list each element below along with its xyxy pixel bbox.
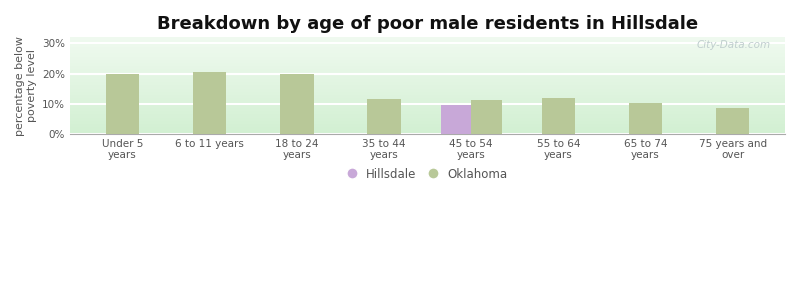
Title: Breakdown by age of poor male residents in Hillsdale: Breakdown by age of poor male residents … bbox=[157, 15, 698, 33]
Bar bbox=[193, 72, 226, 134]
Bar bbox=[280, 74, 314, 134]
Bar bbox=[367, 99, 401, 134]
Bar bbox=[629, 103, 662, 134]
Bar bbox=[716, 108, 750, 134]
Bar bbox=[367, 99, 401, 134]
Y-axis label: percentage below
poverty level: percentage below poverty level bbox=[15, 36, 37, 136]
Bar bbox=[542, 98, 575, 134]
Bar bbox=[542, 98, 575, 134]
Bar bbox=[471, 100, 502, 134]
Bar bbox=[629, 103, 662, 134]
Bar bbox=[280, 74, 314, 134]
Bar bbox=[471, 100, 502, 134]
Bar bbox=[106, 74, 139, 134]
Bar bbox=[716, 108, 750, 134]
Bar bbox=[441, 105, 471, 134]
Text: City-Data.com: City-Data.com bbox=[697, 40, 770, 50]
Legend: Hillsdale, Oklahoma: Hillsdale, Oklahoma bbox=[347, 168, 507, 181]
Bar bbox=[106, 74, 139, 134]
Bar bbox=[441, 105, 471, 134]
Bar bbox=[193, 72, 226, 134]
